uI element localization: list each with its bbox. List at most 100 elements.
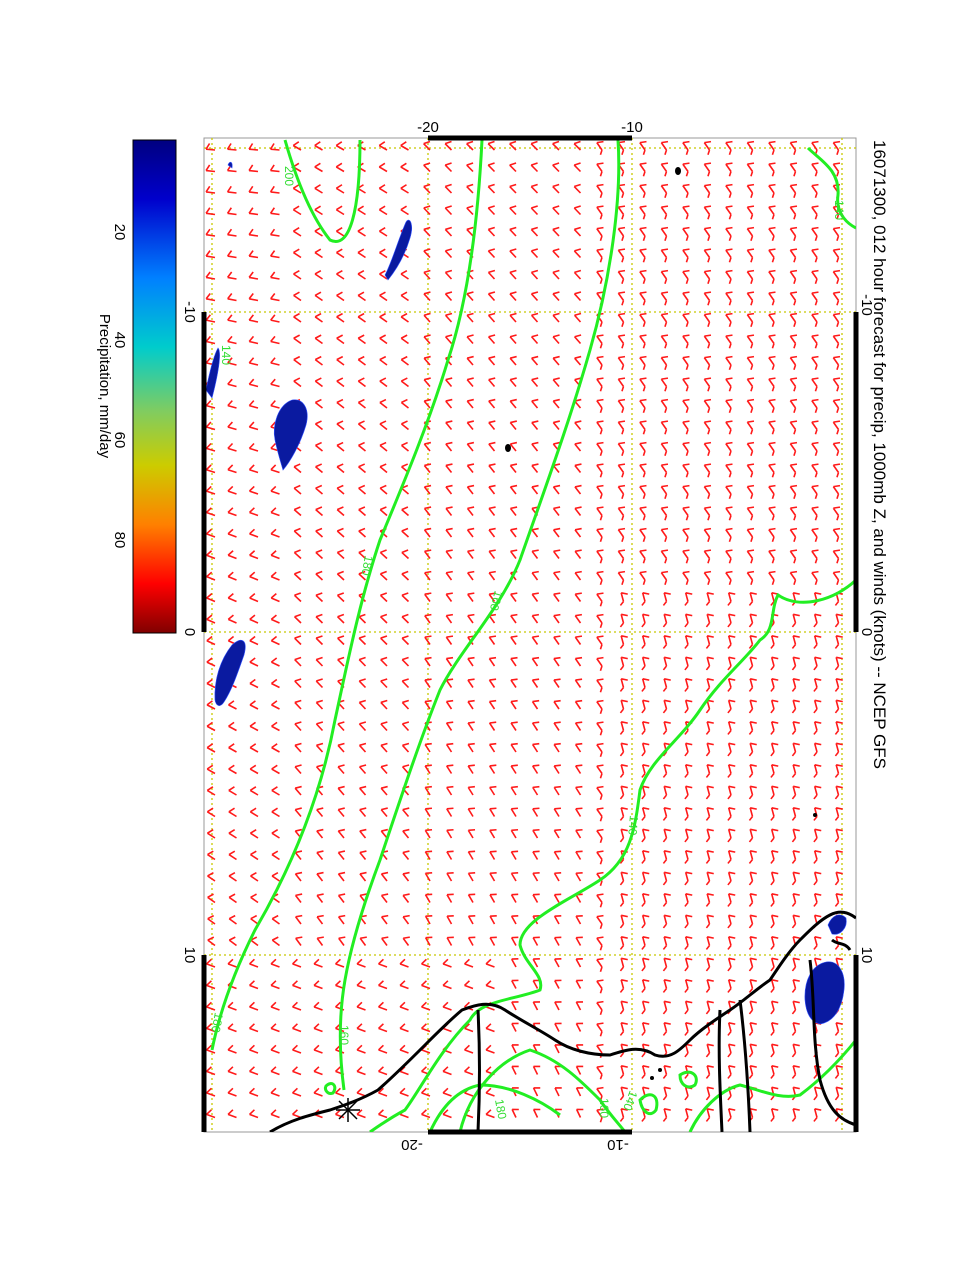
wind-barb bbox=[531, 592, 539, 602]
wind-barb bbox=[574, 484, 582, 495]
wind-barb bbox=[727, 850, 736, 864]
wind-barb bbox=[206, 550, 216, 560]
wind-barb bbox=[768, 140, 776, 156]
wind-barb bbox=[293, 248, 302, 259]
wind-barb bbox=[703, 398, 712, 414]
wind-barb bbox=[511, 1001, 519, 1011]
wind-barb bbox=[703, 248, 712, 263]
wind-barb bbox=[510, 656, 518, 667]
wind-barb bbox=[574, 355, 582, 366]
wind-barb bbox=[488, 398, 496, 409]
wind-barb bbox=[270, 1087, 280, 1097]
wind-barb bbox=[705, 613, 714, 628]
wind-barb bbox=[682, 183, 690, 199]
border-line bbox=[476, 1009, 481, 1132]
wind-barb bbox=[270, 1066, 280, 1076]
wind-barb bbox=[357, 269, 366, 280]
wind-barb bbox=[596, 441, 604, 457]
precip-areas bbox=[205, 161, 847, 1025]
wind-barb bbox=[662, 699, 671, 714]
wind-barb bbox=[662, 850, 671, 864]
contour-line bbox=[283, 139, 362, 243]
wind-barb bbox=[596, 828, 604, 844]
wind-barb bbox=[639, 162, 647, 177]
wind-barb bbox=[379, 377, 388, 388]
wind-barb bbox=[466, 355, 474, 366]
wind-barb bbox=[641, 1000, 650, 1015]
wind-barb bbox=[791, 656, 800, 671]
wind-barb bbox=[660, 312, 669, 328]
wind-barb bbox=[574, 742, 583, 753]
wind-barb bbox=[641, 871, 650, 886]
wind-barb bbox=[703, 355, 712, 371]
wind-barb bbox=[641, 957, 650, 972]
wind-barb bbox=[249, 528, 259, 538]
wind-barb bbox=[705, 1065, 714, 1079]
wind-barb bbox=[705, 871, 714, 886]
wind-barb bbox=[227, 1109, 237, 1119]
wind-barb bbox=[791, 1022, 800, 1036]
wind-barb bbox=[205, 1066, 216, 1076]
wind-barb bbox=[682, 140, 690, 156]
wind-barb bbox=[357, 312, 366, 323]
wind-barb bbox=[423, 205, 431, 216]
wind-barb bbox=[379, 592, 388, 603]
wind-barb bbox=[705, 635, 714, 649]
contour-line bbox=[369, 578, 856, 1132]
wind-barb bbox=[487, 248, 496, 259]
wind-barb bbox=[423, 140, 431, 151]
precip-blob bbox=[205, 347, 220, 399]
wind-barb bbox=[789, 312, 798, 328]
wind-barb bbox=[746, 398, 755, 414]
wind-barb bbox=[705, 742, 714, 757]
wind-barb bbox=[485, 980, 495, 990]
wind-barb bbox=[832, 269, 841, 285]
wind-barb bbox=[445, 699, 454, 710]
wind-barb bbox=[337, 914, 346, 925]
wind-barb bbox=[660, 377, 669, 392]
wind-barb bbox=[293, 527, 302, 538]
wind-barb bbox=[227, 1044, 237, 1054]
wind-barb bbox=[684, 1022, 693, 1036]
contour-label: 180 bbox=[359, 554, 376, 576]
wind-barb bbox=[467, 570, 475, 581]
wind-barb bbox=[509, 162, 517, 173]
wind-barb bbox=[206, 528, 216, 538]
wind-barb bbox=[746, 248, 755, 263]
wind-barb bbox=[424, 893, 433, 903]
wind-barb bbox=[314, 269, 323, 280]
wind-barb bbox=[684, 656, 693, 671]
top-tick-label: -20 bbox=[417, 119, 439, 136]
wind-barb bbox=[248, 464, 259, 474]
wind-barb bbox=[510, 936, 519, 946]
wind-barb bbox=[725, 441, 733, 457]
wind-barb bbox=[377, 980, 388, 990]
wind-barb bbox=[424, 936, 433, 946]
wind-barb bbox=[466, 527, 475, 538]
wind-barb bbox=[684, 850, 693, 864]
wind-barb bbox=[811, 355, 819, 371]
wind-barb bbox=[768, 334, 776, 349]
wind-barb bbox=[226, 250, 237, 259]
wind-barb bbox=[768, 377, 776, 392]
wind-barb bbox=[530, 205, 539, 216]
wind-barb bbox=[336, 398, 345, 409]
wind-barb bbox=[485, 1109, 495, 1119]
wind-barb bbox=[205, 335, 216, 345]
wind-barb bbox=[294, 721, 302, 732]
wind-barb bbox=[531, 527, 539, 538]
wind-barb bbox=[270, 657, 280, 667]
wind-barb bbox=[205, 1109, 216, 1119]
wind-barb bbox=[356, 1066, 366, 1076]
wind-barb bbox=[617, 484, 626, 500]
wind-barb bbox=[313, 1001, 323, 1011]
wind-barb bbox=[378, 141, 388, 151]
wind-barb bbox=[727, 613, 736, 628]
wind-barb bbox=[228, 700, 237, 710]
wind-barb bbox=[489, 807, 497, 817]
wind-barb bbox=[596, 764, 604, 779]
wind-barb bbox=[466, 162, 474, 173]
wind-barb bbox=[445, 463, 453, 473]
wind-barb bbox=[619, 635, 628, 649]
wind-barb bbox=[770, 914, 779, 929]
